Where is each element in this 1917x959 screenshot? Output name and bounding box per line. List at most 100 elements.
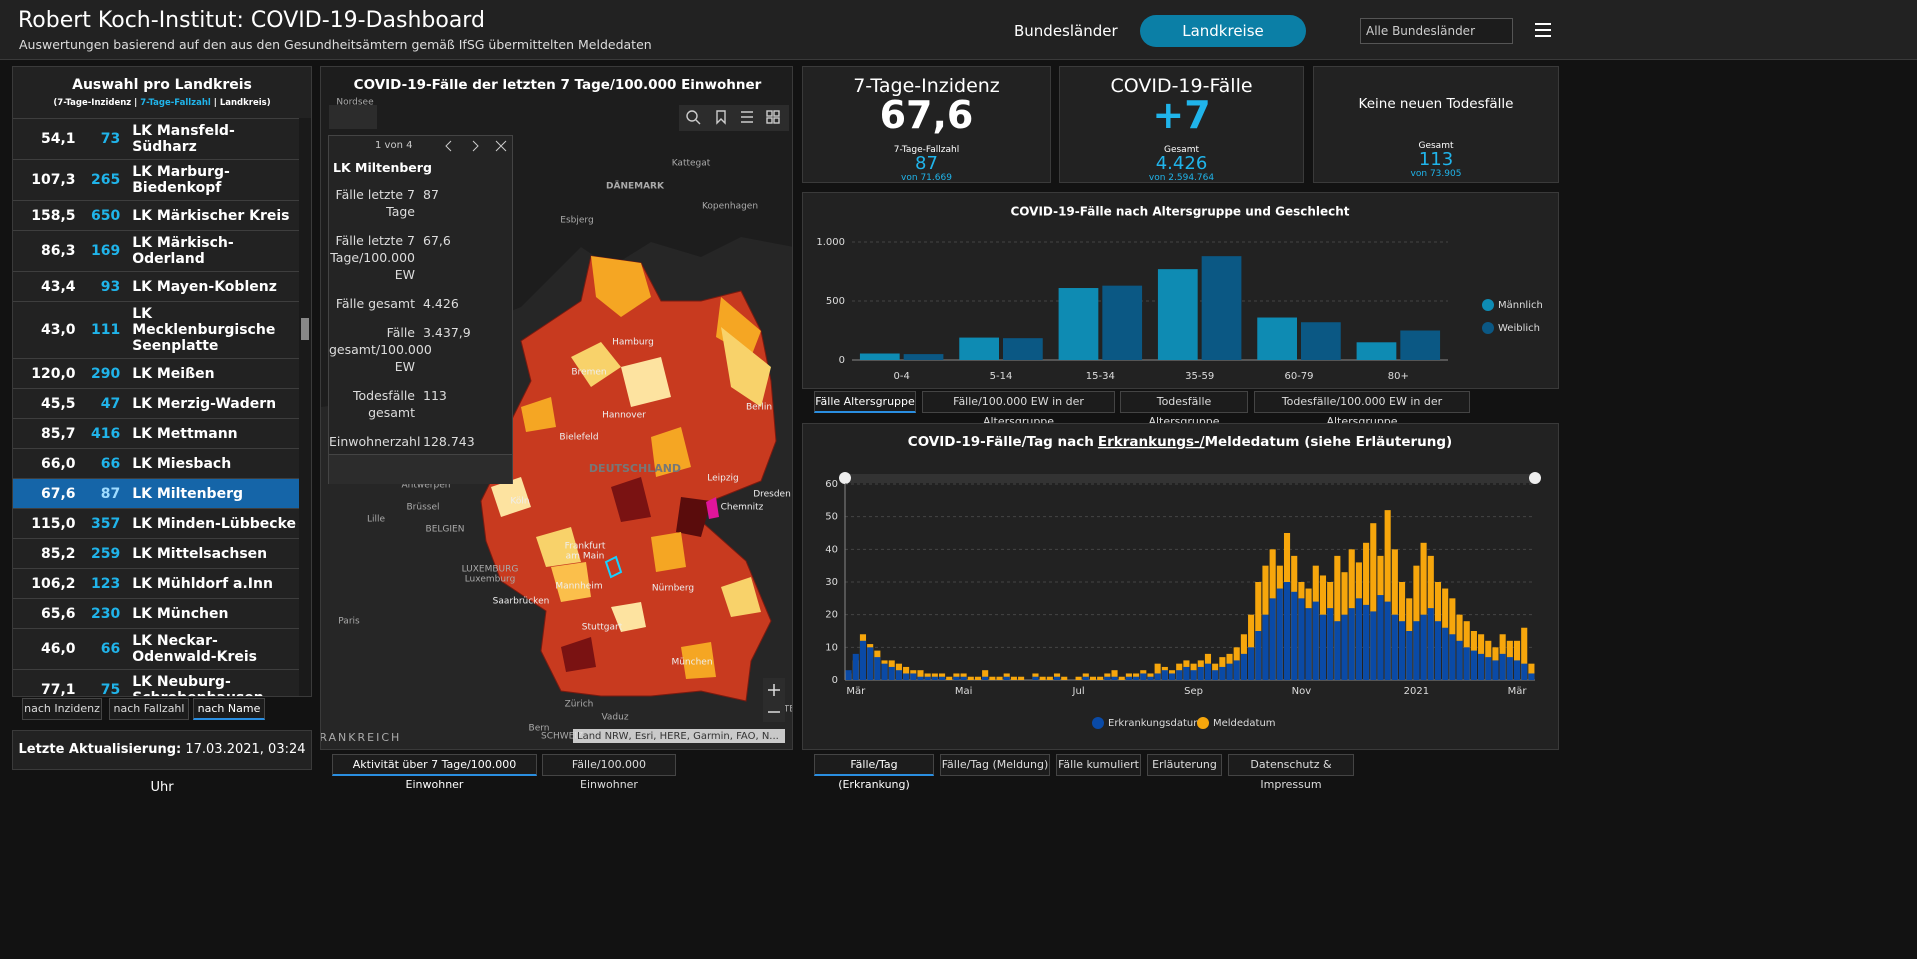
list-row[interactable]: 66,0 66 LK Miesbach <box>13 449 299 479</box>
list-row[interactable]: 158,5 650 LK Märkischer Kreis <box>13 201 299 231</box>
list-row[interactable]: 106,2 123 LK Mühldorf a.Inn <box>13 569 299 599</box>
case-count: 259 <box>90 545 121 562</box>
chart-tab[interactable]: Datenschutz & Impressum <box>1228 754 1354 791</box>
bar <box>1406 631 1413 680</box>
list-row[interactable]: 46,0 66 LK Neckar-Odenwald-Kreis <box>13 629 299 670</box>
bar <box>1470 650 1477 680</box>
list-row[interactable]: 107,3 265 LK Marburg-Biedenkopf <box>13 160 299 201</box>
kpi-value: 67,6 <box>879 93 974 137</box>
chart-tab[interactable]: Erläuterung <box>1147 754 1222 776</box>
bar <box>1312 601 1319 680</box>
incidence: 65,6 <box>41 605 76 622</box>
dropdown[interactable]: Alle Bundesländer <box>1360 18 1513 44</box>
bar <box>867 647 874 680</box>
district-name: LK Mettmann <box>132 425 238 442</box>
case-count: 265 <box>90 172 121 188</box>
list-row[interactable]: 67,6 87 LK Miltenberg <box>13 479 299 509</box>
field-label: Fälle letzte 7 Tage <box>335 187 415 219</box>
chart-tab[interactable]: Fälle/100.000 EW in der Altersgruppe <box>922 391 1115 428</box>
bar <box>1154 673 1161 680</box>
list-row[interactable]: 43,4 93 LK Mayen-Koblenz <box>13 272 299 302</box>
bar <box>1276 588 1283 680</box>
chart-tab[interactable]: Fälle/Tag (Meldung) <box>940 754 1050 776</box>
chart-tab[interactable]: Todesfälle Altersgruppe <box>1120 391 1248 428</box>
menu-icon[interactable] <box>1535 22 1551 38</box>
sort-button[interactable]: nach Inzidenz <box>22 698 102 720</box>
slider-handle[interactable] <box>1529 472 1541 484</box>
incidence: 158,5 <box>31 207 76 224</box>
district-name: LK Märkisch-Oderland <box>132 235 234 267</box>
incidence: 107,3 <box>31 172 76 188</box>
bar <box>1384 510 1391 680</box>
list-row[interactable]: 115,0 357 LK Minden-Lübbecke <box>13 509 299 539</box>
bar <box>967 676 974 680</box>
list-row[interactable]: 85,2 259 LK Mittelsachsen <box>13 539 299 569</box>
map-label: Brüssel <box>407 503 440 513</box>
popup-field: Fälle gesamt 4.426 <box>329 295 514 312</box>
popup-pager: 1 von 4 <box>375 140 413 151</box>
chart-title: COVID-19-Fälle/Tag nach Erkrankungs-/Meld… <box>908 434 1452 450</box>
zoom-control[interactable] <box>763 678 785 722</box>
select-tool[interactable] <box>329 105 377 129</box>
bar <box>1097 676 1104 680</box>
kpi-card: COVID-19-Fälle +7 Gesamt 4.426 von 2.594… <box>1059 66 1304 183</box>
bar <box>1528 673 1535 680</box>
bar <box>1413 621 1420 680</box>
list-row[interactable]: 120,0 290 LK Meißen <box>13 359 299 389</box>
grid-icon[interactable] <box>766 110 773 117</box>
list-row[interactable]: 86,3 169 LK Märkisch-Oderland <box>13 231 299 272</box>
nav-tab-active[interactable]: Landkreise <box>1140 15 1306 47</box>
chart-tab[interactable]: Fälle/Tag (Erkrankung) <box>814 754 934 791</box>
kpi-sub-value: 4.426 <box>1155 153 1208 174</box>
chart-tab[interactable]: Fälle kumuliert <box>1056 754 1141 776</box>
x-tick-label: Jul <box>1072 686 1085 697</box>
bookmark-icon[interactable] <box>716 110 726 125</box>
list-row[interactable]: 54,1 73 LK Mansfeld-Südharz <box>13 119 299 160</box>
x-tick-label: 0-4 <box>893 371 909 382</box>
search-icon[interactable] <box>686 110 698 122</box>
bar <box>1492 660 1499 680</box>
bar <box>1176 670 1183 680</box>
range-slider[interactable] <box>845 474 1535 483</box>
list-row[interactable]: 85,7 416 LK Mettmann <box>13 419 299 449</box>
bar <box>1058 288 1099 360</box>
kpi-title: Keine neuen Todesfälle <box>1358 96 1514 112</box>
kpi-card: Keine neuen Todesfälle Gesamt 113 von 73… <box>1313 66 1559 183</box>
slider-handle[interactable] <box>839 472 851 484</box>
popup-footer[interactable] <box>329 454 512 484</box>
bar <box>1442 627 1449 680</box>
list-row[interactable]: 43,0 111 LK Mecklenburgische Seenplatte <box>13 302 299 359</box>
list-icon[interactable] <box>741 111 753 123</box>
case-count: 66 <box>100 641 121 657</box>
attribution-bg <box>573 729 785 743</box>
map-label: Frankfurt <box>565 542 606 552</box>
list-row[interactable]: 45,5 47 LK Merzig-Wadern <box>13 389 299 419</box>
chart-tab[interactable]: Todesfälle/100.000 EW in der Altersgrupp… <box>1254 391 1470 428</box>
nav-tab[interactable]: Bundesländer <box>1014 22 1118 40</box>
y-tick-label: 20 <box>825 610 838 621</box>
map-label: Bern <box>529 724 550 734</box>
list-title: Auswahl pro Landkreis <box>72 77 252 93</box>
chart-tab[interactable]: Fälle Altersgruppe <box>814 391 916 413</box>
scrollbar[interactable] <box>299 118 311 696</box>
list-row[interactable]: 77,1 75 LK Neuburg-Schrobenhausen <box>13 670 299 696</box>
zoom-icons[interactable] <box>768 684 780 713</box>
bar <box>1377 595 1384 680</box>
popup-controls[interactable] <box>441 140 511 152</box>
sort-button[interactable]: nach Name <box>193 698 265 720</box>
bar <box>917 670 924 680</box>
case-count: 230 <box>90 605 121 622</box>
map-label: DEUTSCHLAND <box>589 462 681 475</box>
x-tick-label: 35-59 <box>1185 371 1214 382</box>
map-tab[interactable]: Aktivität über 7 Tage/100.000 Einwohner <box>332 754 537 791</box>
list-row[interactable]: 65,6 230 LK München <box>13 599 299 629</box>
title-link[interactable]: Erkrankungs-/ <box>1098 434 1205 450</box>
map-label: Mannheim <box>555 582 602 592</box>
bar <box>1506 657 1513 680</box>
kpi-title: COVID-19-Fälle <box>1110 75 1253 97</box>
bar <box>903 354 944 360</box>
scroll-thumb[interactable] <box>301 318 309 340</box>
map-tab[interactable]: Fälle/100.000 Einwohner <box>542 754 676 791</box>
sort-button[interactable]: nach Fallzahl <box>109 698 189 720</box>
bar <box>1010 676 1017 680</box>
